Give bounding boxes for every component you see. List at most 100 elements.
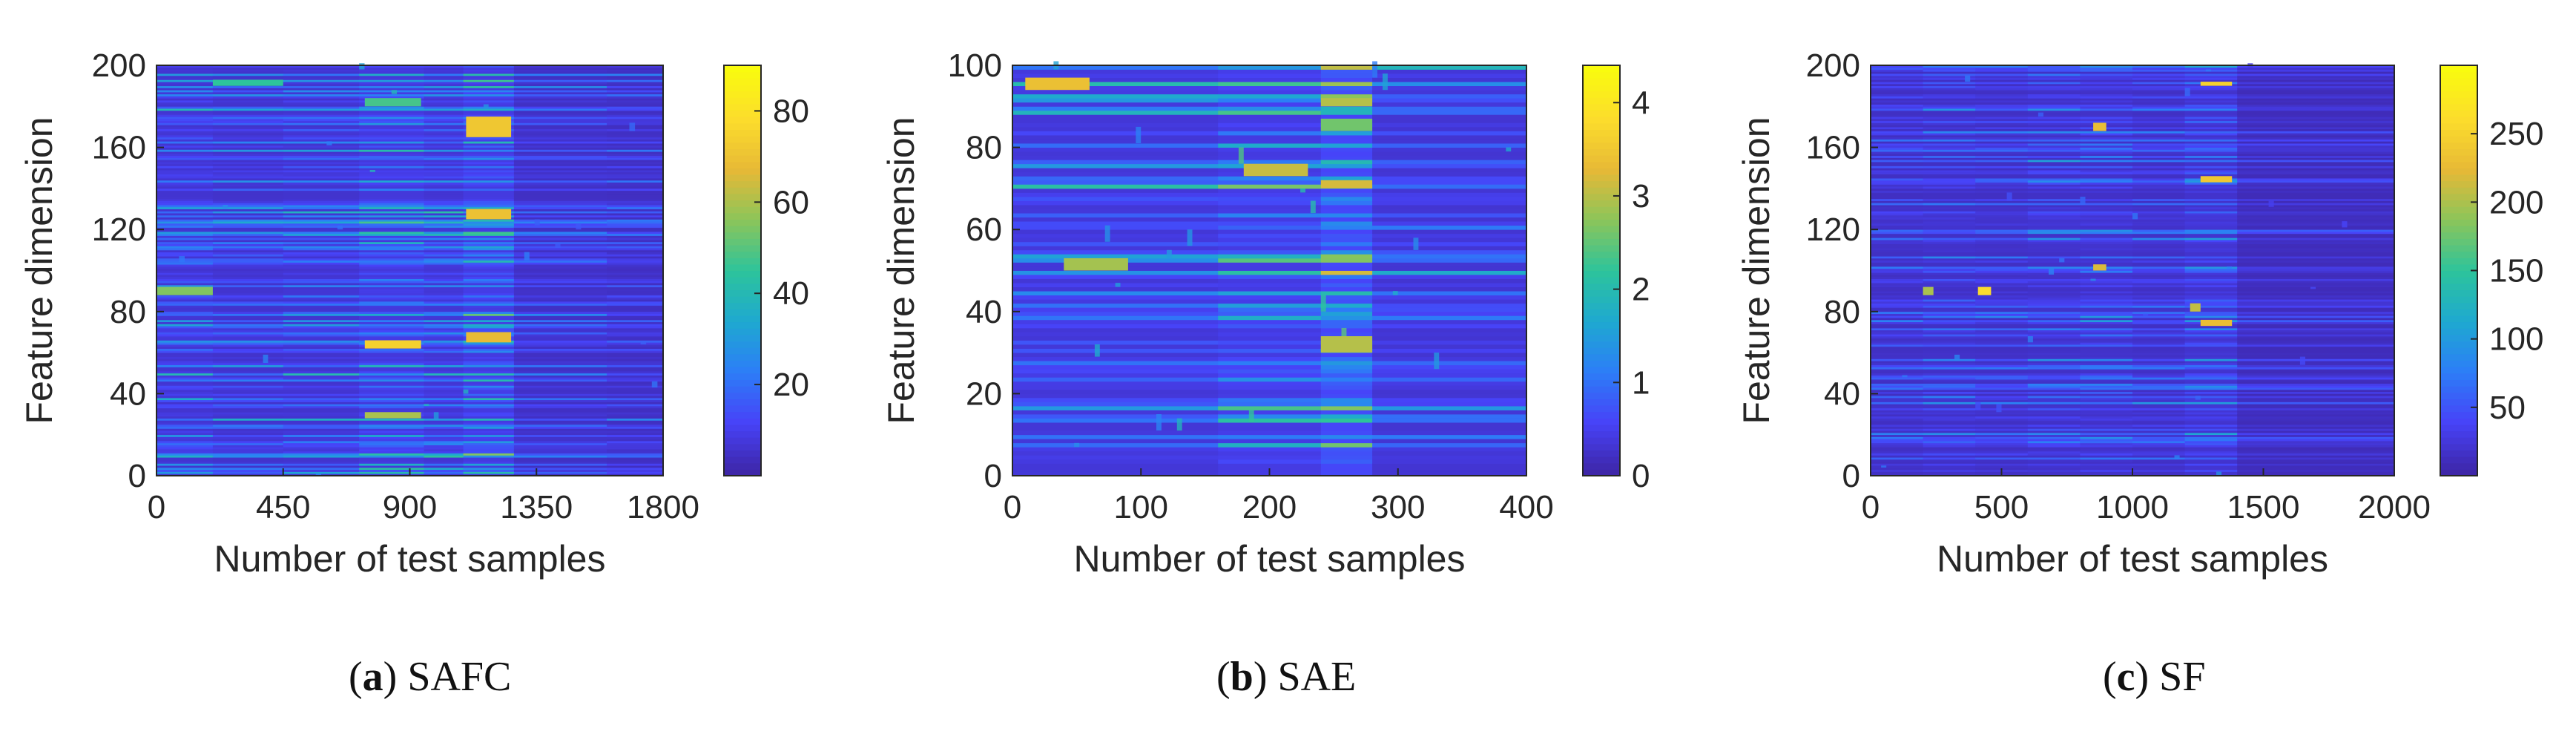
- heatmap-cell: [283, 96, 360, 99]
- heatmap-cell: [359, 182, 425, 185]
- heatmap-cell: [1218, 249, 1322, 255]
- heatmap-cell: [157, 319, 214, 323]
- heatmap-cell: [513, 457, 607, 460]
- heatmap-cell: [2132, 318, 2186, 321]
- heatmap-texture: [2205, 69, 2211, 72]
- heatmap-cell: [2184, 434, 2238, 437]
- heatmap-cell: [607, 291, 664, 294]
- heatmap-cell: [212, 397, 284, 401]
- heatmap-cell: [212, 276, 284, 279]
- heatmap-cell: [1975, 292, 2029, 296]
- heatmap-cell: [359, 174, 425, 177]
- heatmap-cell: [283, 354, 360, 358]
- heatmap-cell: [424, 319, 464, 323]
- heatmap-hotspot: [1320, 180, 1373, 189]
- heatmap-cell: [2184, 243, 2238, 246]
- heatmap-cell: [463, 371, 515, 374]
- heatmap-cell: [283, 292, 360, 296]
- heatmap-cell: [1975, 276, 2029, 279]
- heatmap-cell: [1975, 330, 2029, 332]
- heatmap-cell: [2080, 289, 2133, 292]
- heatmap-cell: [2080, 241, 2133, 244]
- heatmap-cell: [1871, 125, 1924, 128]
- heatmap-cell: [157, 414, 214, 417]
- heatmap-cell: [1923, 389, 1976, 393]
- heatmap-cell: [1923, 278, 1976, 281]
- heatmap-cell: [1372, 197, 1527, 201]
- heatmap-cell: [1871, 275, 1924, 278]
- heatmap-cell: [513, 450, 607, 453]
- heatmap-cell: [2184, 340, 2238, 343]
- heatmap-cell: [283, 69, 360, 72]
- heatmap-cell: [607, 397, 664, 401]
- heatmap-cell: [1923, 375, 1976, 378]
- heatmap-cells: [1871, 63, 2395, 476]
- heatmap-cell: [2080, 168, 2133, 171]
- heatmap-cell: [1372, 299, 1527, 304]
- heatmap-cell: [1975, 258, 2029, 261]
- heatmap-cell: [1975, 71, 2029, 74]
- heatmap-cell: [2237, 346, 2395, 349]
- colorbar-tick-label: 20: [773, 367, 809, 403]
- heatmap-cell: [1871, 171, 1924, 174]
- heatmap-cell: [424, 79, 464, 82]
- heatmap-cell: [1320, 406, 1373, 410]
- colorbar-step: [2440, 161, 2477, 168]
- heatmap-cell: [157, 422, 214, 425]
- heatmap-cell: [2132, 71, 2186, 74]
- heatmap-cell: [2184, 397, 2238, 401]
- heatmap-cell: [283, 85, 360, 88]
- heatmap-cell: [2237, 268, 2395, 271]
- heatmap-cell: [157, 258, 214, 261]
- heatmap-cell: [157, 418, 214, 421]
- heatmap-cell: [424, 299, 464, 302]
- heatmap-cell: [2132, 256, 2186, 259]
- heatmap-texture: [2038, 112, 2043, 117]
- heatmap-cell: [157, 371, 214, 374]
- heatmap-cell: [359, 439, 425, 442]
- heatmap-cell: [2184, 155, 2238, 158]
- heatmap-cell: [1012, 94, 1219, 99]
- heatmap-cell: [157, 303, 214, 306]
- heatmap-cell: [1923, 387, 1976, 390]
- heatmap-cell: [607, 206, 664, 209]
- heatmap-cell: [2184, 286, 2238, 289]
- heatmap-cell: [1923, 303, 1976, 306]
- heatmap-texture: [2227, 266, 2233, 269]
- heatmap-cell: [1975, 182, 2029, 185]
- heatmap-cell: [283, 418, 360, 421]
- heatmap-cell: [212, 133, 284, 136]
- heatmap-cell: [212, 457, 284, 460]
- heatmap-cell: [424, 110, 464, 113]
- heatmap-cell: [607, 137, 664, 140]
- heatmap-cell: [1975, 441, 2029, 444]
- heatmap-cell: [2132, 198, 2186, 201]
- heatmap-cell: [424, 198, 464, 201]
- heatmap-cell: [1923, 289, 1976, 292]
- heatmap-cell: [1372, 327, 1527, 332]
- heatmap-cell: [2080, 102, 2133, 105]
- heatmap-cell: [212, 145, 284, 148]
- heatmap-cell: [2132, 406, 2186, 409]
- heatmap-cell: [1975, 348, 2029, 351]
- heatmap-cell: [1975, 67, 2029, 70]
- heatmap-cell: [1923, 407, 1976, 410]
- heatmap-cell: [2184, 350, 2238, 353]
- heatmap-cell: [157, 377, 214, 380]
- heatmap-cell: [1975, 149, 2029, 152]
- heatmap-cell: [2132, 221, 2186, 224]
- heatmap-cell: [359, 186, 425, 189]
- heatmap-cell: [212, 114, 284, 117]
- heatmap-cell: [607, 272, 664, 275]
- heatmap-cell: [1012, 291, 1219, 296]
- heatmap-cell: [1372, 311, 1527, 316]
- heatmap-cell: [463, 233, 515, 236]
- heatmap-cell: [2080, 283, 2133, 286]
- heatmap-cell: [2080, 264, 2133, 267]
- heatmap-cell: [212, 171, 284, 174]
- heatmap-cell: [2027, 262, 2081, 265]
- heatmap-cell: [1923, 147, 1976, 150]
- heatmap-cell: [212, 344, 284, 347]
- heatmap-cell: [1012, 90, 1219, 95]
- heatmap-cell: [1372, 393, 1527, 399]
